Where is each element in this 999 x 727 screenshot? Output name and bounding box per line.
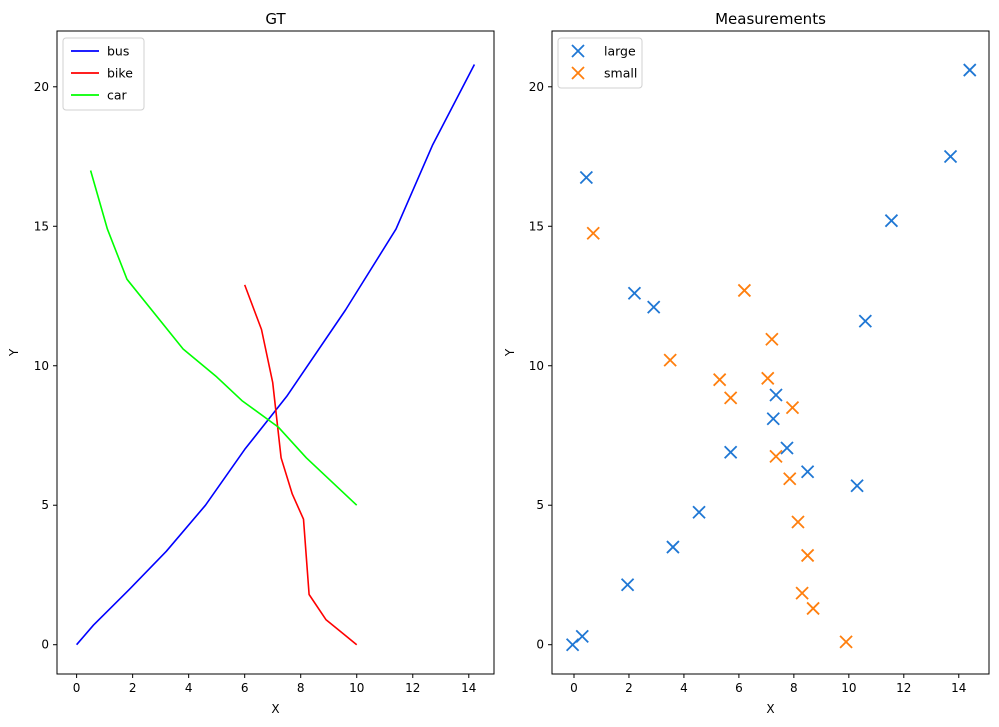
scatter-point-large: [769, 388, 783, 402]
scatter-point-large: [963, 63, 977, 77]
gt-x-tick-label: 14: [461, 681, 476, 695]
scatter-point-small: [765, 332, 779, 346]
scatter-point-small: [791, 515, 805, 529]
measurements-panel: Measurements 0 2 4 6 8 10 12 14 0 5 10 15 20 X Y lar…: [503, 10, 990, 716]
measurements-title: Measurements: [715, 10, 826, 28]
gt-x-tick-label: 4: [185, 681, 193, 695]
legend-label-large: large: [604, 44, 636, 59]
measurements-x-tick-label: 4: [680, 681, 688, 695]
scatter-point-small: [800, 548, 815, 563]
scatter-point-small: [737, 283, 752, 298]
scatter-point-large: [780, 441, 794, 455]
scatter-point-small: [663, 353, 677, 367]
legend-swatch-large: [571, 44, 585, 58]
measurements-x-tick-label: 2: [625, 681, 633, 695]
gt-y-tick-label: 20: [34, 80, 49, 94]
gt-x-axis-label: X: [271, 702, 279, 716]
series-line-bus: [75, 64, 476, 646]
measurements-y-tick-label: 5: [536, 498, 544, 512]
gt-x-tick-label: 0: [73, 681, 81, 695]
gt-axes-frame: [56, 30, 495, 675]
measurements-ticks: 0 2 4 6 8 10 12 14 0 5 10 15 20: [529, 80, 967, 695]
legend-swatch-small: [571, 66, 585, 80]
gt-y-tick-label: 15: [34, 219, 49, 233]
scatter-point-small: [769, 449, 783, 464]
gt-x-tick-label: 2: [129, 681, 137, 695]
series-line-bike: [243, 284, 358, 646]
legend-label-car: car: [107, 88, 128, 103]
scatter-point-large: [724, 445, 738, 459]
scatter-point-small: [785, 400, 800, 415]
measurements-y-tick-label: 15: [529, 219, 544, 233]
measurements-x-tick-label: 10: [841, 681, 856, 695]
gt-x-tick-label: 12: [405, 681, 420, 695]
scatter-point-small: [713, 373, 727, 387]
gt-x-tick-label: 6: [241, 681, 249, 695]
scatter-point-large: [647, 300, 661, 314]
measurements-plot-area: [565, 63, 977, 652]
scatter-point-large: [858, 314, 872, 328]
gt-y-tick-label: 0: [41, 638, 49, 652]
scatter-point-large: [579, 170, 593, 185]
scatter-point-small: [795, 586, 809, 600]
measurements-x-axis-label: X: [766, 702, 774, 716]
gt-panel: GT 0 2 4 6 8 10 12 14 0 5 10 15 20 X Y bus bike car: [7, 10, 495, 716]
gt-x-tick-label: 8: [297, 681, 305, 695]
gt-legend: bus bike car: [62, 37, 145, 111]
scatter-point-small: [839, 635, 853, 649]
measurements-y-axis-label: Y: [503, 348, 517, 357]
scatter-point-large: [575, 629, 589, 643]
scatter-point-large: [800, 465, 815, 479]
measurements-y-tick-label: 20: [529, 80, 544, 94]
scatter-point-small: [724, 391, 738, 405]
scatter-point-large: [884, 214, 899, 228]
scatter-point-large: [692, 505, 706, 519]
legend-label-bike: bike: [107, 66, 133, 81]
scatter-point-large: [666, 540, 680, 554]
gt-legend-box: [62, 37, 145, 111]
scatter-point-small: [761, 371, 775, 385]
scatter-point-small: [806, 601, 820, 616]
scatter-point-large: [943, 149, 958, 164]
scatter-point-large: [627, 286, 642, 300]
gt-plot-area: [75, 64, 476, 646]
measurements-x-tick-label: 8: [790, 681, 798, 695]
series-line-car: [89, 170, 358, 506]
measurements-y-tick-label: 10: [529, 359, 544, 373]
measurements-x-tick-label: 0: [570, 681, 578, 695]
legend-label-bus: bus: [107, 44, 129, 59]
gt-x-tick-label: 10: [349, 681, 364, 695]
measurements-axes-frame: [551, 30, 990, 675]
scatter-point-small: [586, 226, 600, 240]
gt-title: GT: [265, 10, 286, 28]
measurements-x-tick-label: 6: [735, 681, 743, 695]
measurements-y-tick-label: 0: [536, 638, 544, 652]
scatter-point-large: [620, 578, 635, 592]
scatter-point-large: [850, 479, 864, 493]
measurements-x-tick-label: 14: [951, 681, 966, 695]
scatter-point-small: [783, 472, 797, 486]
scatter-point-large: [766, 412, 780, 426]
gt-y-axis-label: Y: [7, 348, 21, 357]
gt-y-tick-label: 5: [41, 498, 49, 512]
measurements-x-tick-label: 12: [896, 681, 911, 695]
gt-ticks: 0 2 4 6 8 10 12 14 0 5 10 15 20: [34, 80, 477, 695]
gt-y-tick-label: 10: [34, 359, 49, 373]
measurements-legend: large small: [557, 37, 643, 89]
legend-label-small: small: [604, 66, 637, 81]
